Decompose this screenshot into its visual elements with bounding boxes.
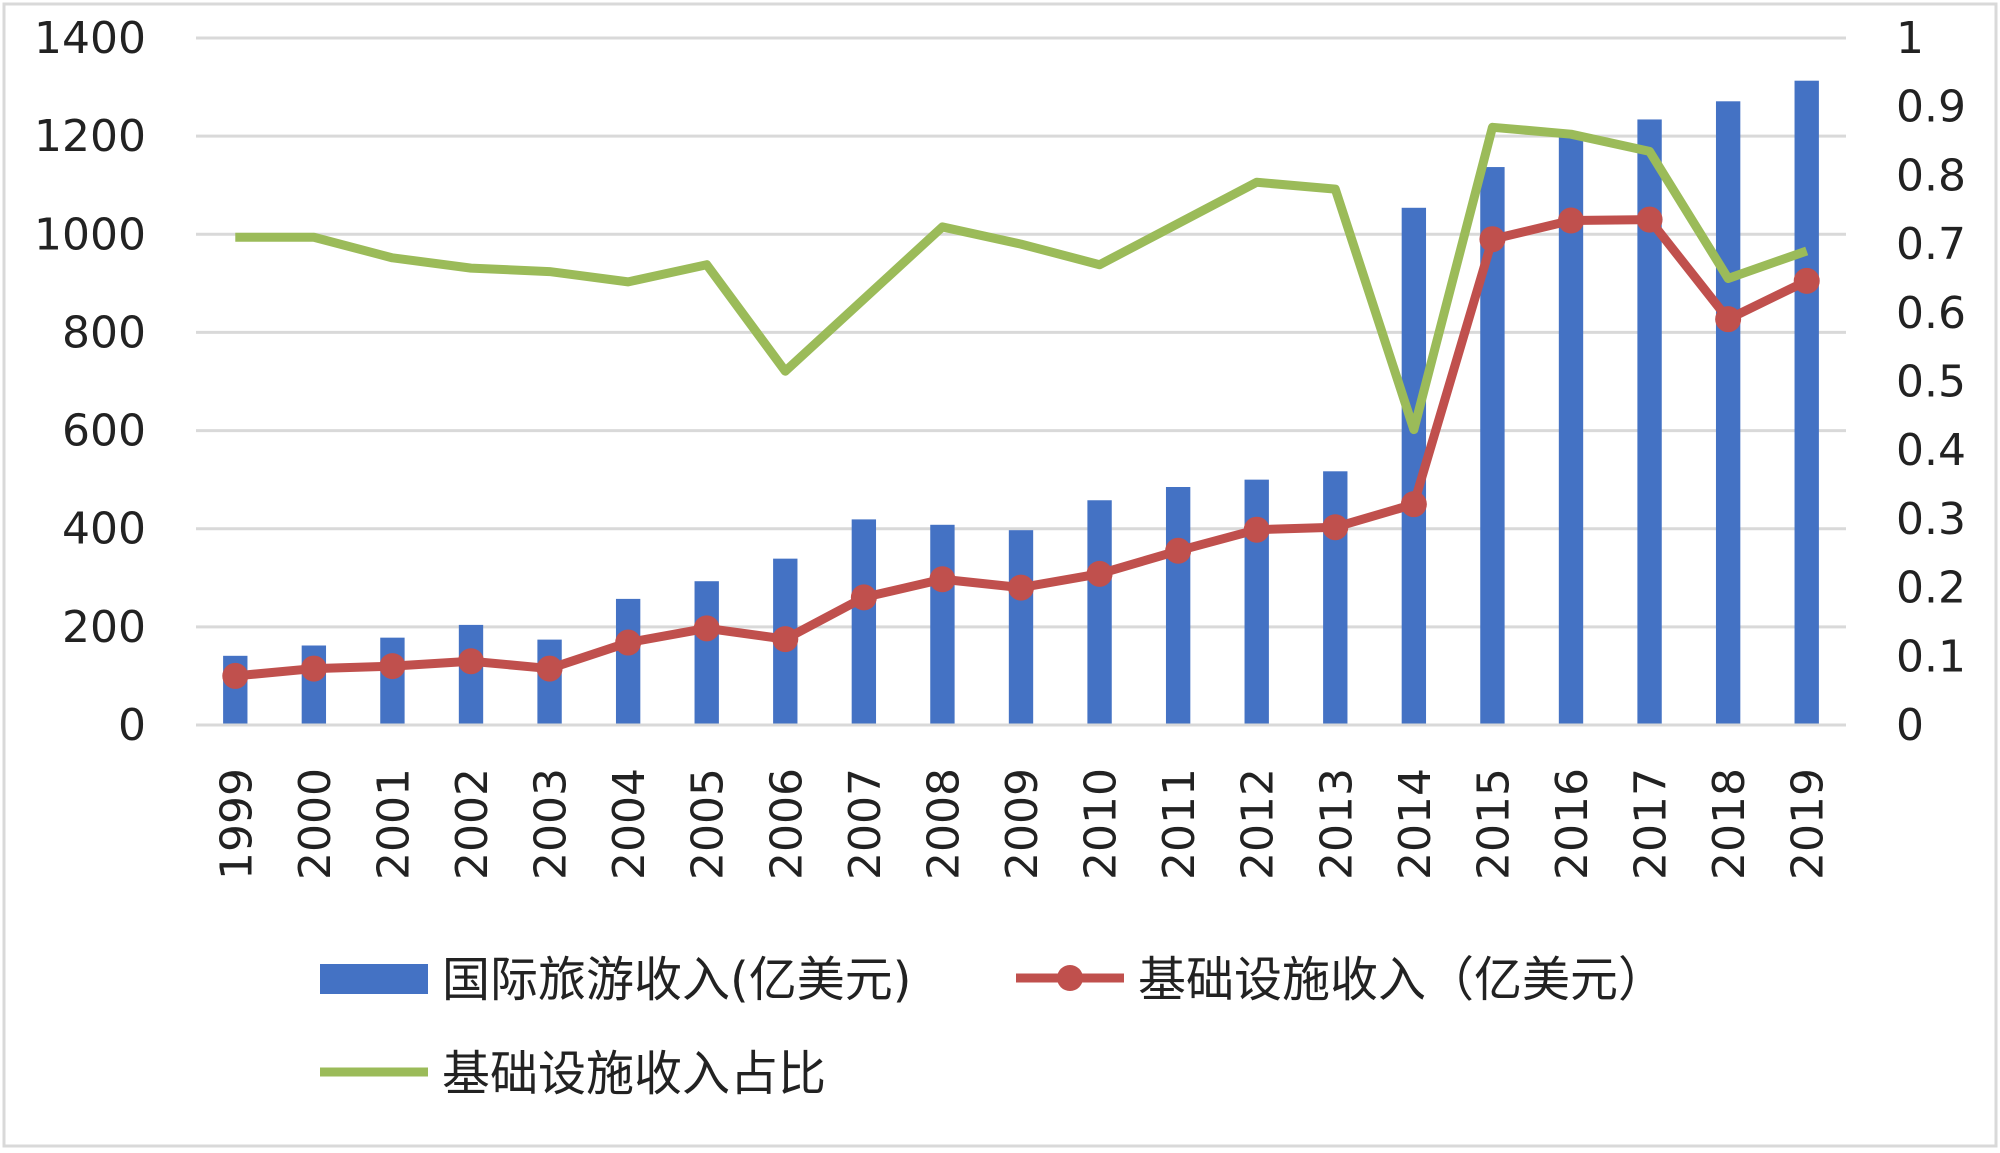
bar-2019 — [1794, 80, 1819, 726]
point-2012 — [1243, 516, 1270, 543]
x-tick-label: 2008 — [918, 768, 969, 880]
left-axis-tick-label: 1000 — [34, 209, 146, 260]
x-tick-label: 2004 — [604, 768, 655, 880]
legend-label: 基础设施收入（亿美元） — [1138, 952, 1666, 1008]
point-2013 — [1322, 514, 1349, 541]
x-tick-label: 2005 — [683, 768, 734, 880]
gridlines — [196, 36, 1846, 629]
x-tick-label: 2011 — [1154, 768, 1205, 880]
line-series — [222, 122, 1820, 689]
point-2007 — [850, 584, 877, 611]
point-2003 — [536, 655, 563, 682]
point-2008 — [929, 566, 956, 593]
bar-2013 — [1323, 471, 1348, 725]
point-2018 — [1715, 306, 1742, 333]
left-axis-tick-label: 800 — [62, 307, 146, 358]
bar-2016 — [1558, 136, 1584, 726]
x-tick-label: 2010 — [1076, 768, 1127, 880]
left-axis-tick-label: 400 — [62, 504, 146, 555]
x-tick-label: 2001 — [368, 768, 419, 880]
point-2000 — [300, 655, 327, 682]
x-tick-label: 2017 — [1626, 768, 1677, 880]
x-tick-label: 2012 — [1233, 768, 1284, 880]
bar-series — [223, 80, 1819, 726]
point-2010 — [1086, 560, 1113, 587]
point-2006 — [772, 626, 799, 653]
bar-2005 — [694, 581, 719, 725]
left-axis-tick-label: 1400 — [34, 13, 146, 64]
right-axis-tick-label: 0.8 — [1896, 150, 1966, 201]
right-axis-tick-label: 0.9 — [1896, 82, 1966, 133]
bar-2010 — [1087, 500, 1112, 725]
x-tick-label: 2018 — [1704, 768, 1755, 880]
left-axis-ticks: 0 200 400 600 800 1000 1200 1400 — [34, 13, 146, 751]
bar-2011 — [1165, 487, 1191, 725]
x-tick-label: 2013 — [1311, 768, 1362, 880]
x-tick-label: 2015 — [1468, 768, 1519, 880]
x-tick-label: 2007 — [840, 768, 891, 880]
x-tick-label: 2009 — [997, 768, 1048, 880]
point-2016 — [1558, 207, 1584, 234]
point-2017 — [1636, 206, 1663, 233]
x-tick-label: 2016 — [1547, 768, 1598, 880]
bar-2003 — [537, 639, 562, 725]
bar-2004 — [615, 598, 641, 725]
point-2015 — [1479, 226, 1506, 253]
bar-2018 — [1715, 101, 1741, 726]
x-tick-label: 2006 — [761, 768, 812, 880]
bar-2008 — [930, 524, 955, 725]
legend-label: 国际旅游收入(亿美元) — [442, 952, 911, 1008]
bar-2007 — [851, 519, 877, 725]
x-tick-label: 2019 — [1783, 768, 1834, 880]
left-axis-tick-label: 200 — [62, 602, 146, 653]
right-axis-tick-label: 0.1 — [1896, 631, 1966, 682]
point-1999 — [222, 662, 249, 689]
point-2005 — [693, 615, 720, 642]
right-axis-tick-label: 0.4 — [1896, 425, 1966, 476]
point-2011 — [1165, 537, 1192, 564]
bar-2012 — [1244, 479, 1269, 725]
right-axis-tick-label: 0 — [1896, 700, 1924, 751]
x-tick-label: 1999 — [211, 768, 262, 880]
bar-2009 — [1008, 530, 1034, 725]
x-tick-label: 2002 — [447, 768, 498, 880]
legend: 国际旅游收入(亿美元) 基础设施收入（亿美元） 基础设施收入占比 — [320, 952, 1666, 1102]
left-axis-tick-label: 600 — [62, 406, 146, 457]
x-tick-label: 2014 — [1390, 768, 1441, 880]
point-2014 — [1400, 491, 1427, 518]
legend-swatch-bar — [320, 964, 428, 994]
point-2004 — [615, 629, 642, 656]
x-tick-label: 2000 — [290, 768, 341, 880]
right-axis-tick-label: 0.6 — [1896, 288, 1966, 339]
right-axis-tick-label: 0.2 — [1896, 563, 1966, 614]
right-axis-ticks: 0 0.1 0.2 0.3 0.4 0.5 0.6 0.7 0.8 0.9 1 — [1896, 13, 1966, 751]
legend-swatch-marker — [1057, 965, 1083, 991]
bar-2002 — [458, 624, 484, 725]
right-axis-tick-label: 0.7 — [1896, 219, 1966, 270]
point-2019 — [1793, 267, 1820, 294]
point-2009 — [1008, 574, 1034, 601]
legend-label: 基础设施收入占比 — [442, 1046, 826, 1102]
left-axis-tick-label: 0 — [118, 700, 146, 751]
point-2001 — [379, 653, 406, 680]
right-axis-tick-label: 0.3 — [1896, 494, 1966, 545]
left-axis-tick-label: 1200 — [34, 111, 146, 162]
right-axis-tick-label: 1 — [1896, 13, 1924, 64]
right-axis-tick-label: 0.5 — [1896, 357, 1966, 408]
x-axis-ticks: 1999 2000 2001 2002 2003 2004 2005 2006 2007 2008… — [211, 768, 1833, 880]
series-line-infrastructure-share — [235, 122, 1809, 435]
x-tick-label: 2003 — [526, 768, 577, 880]
bar-2001 — [380, 637, 405, 725]
point-2002 — [458, 648, 484, 675]
